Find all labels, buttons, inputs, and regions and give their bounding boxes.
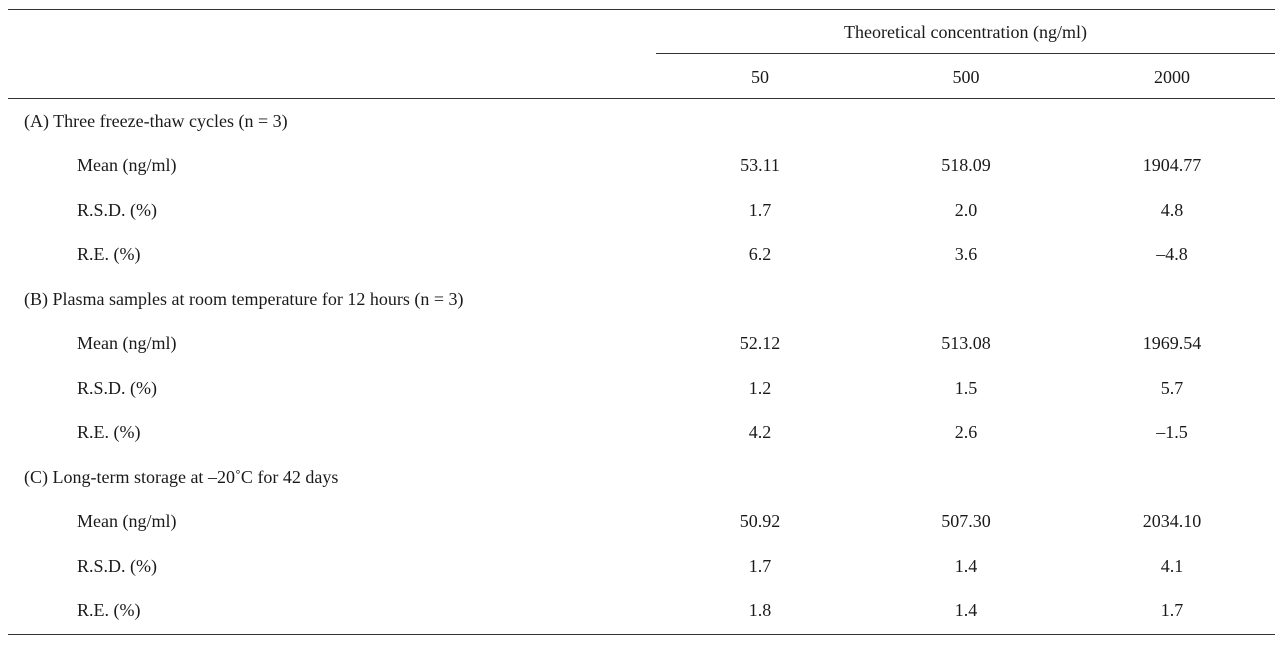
section-label-b: (B) Plasma samples at room temperature f… bbox=[24, 289, 464, 309]
table-cell: 2.6 bbox=[954, 422, 978, 442]
row-label: R.S.D. (%) bbox=[77, 378, 157, 398]
column-header-500: 500 bbox=[952, 67, 980, 87]
table-bottom-rule bbox=[8, 634, 1275, 635]
table-cell: 1969.54 bbox=[1142, 333, 1202, 353]
header-bottom-rule bbox=[8, 98, 1275, 99]
row-label: Mean (ng/ml) bbox=[77, 333, 177, 353]
section-label-a: (A) Three freeze-thaw cycles (n = 3) bbox=[24, 111, 288, 131]
column-header-50: 50 bbox=[751, 67, 769, 87]
table-cell: 2.0 bbox=[954, 200, 978, 220]
table-cell: 6.2 bbox=[748, 244, 772, 264]
column-header-2000: 2000 bbox=[1154, 67, 1190, 87]
row-label: R.E. (%) bbox=[77, 244, 141, 264]
span-header: Theoretical concentration (ng/ml) bbox=[844, 22, 1087, 42]
table-cell: 3.6 bbox=[954, 244, 978, 264]
row-label: R.S.D. (%) bbox=[77, 200, 157, 220]
span-header-rule bbox=[656, 53, 1275, 54]
table-cell: 5.7 bbox=[1160, 378, 1184, 398]
stability-table: Theoretical concentration (ng/ml) 50 500… bbox=[8, 9, 1275, 635]
row-label: R.E. (%) bbox=[77, 600, 141, 620]
row-label: R.S.D. (%) bbox=[77, 556, 157, 576]
table-cell: 2034.10 bbox=[1142, 511, 1202, 531]
table-cell: 1.4 bbox=[954, 600, 978, 620]
table-cell: 1.7 bbox=[748, 200, 772, 220]
table-cell: 1.7 bbox=[748, 556, 772, 576]
table-cell: –1.5 bbox=[1156, 422, 1188, 442]
table-cell: 1.8 bbox=[748, 600, 772, 620]
table-cell: 1904.77 bbox=[1142, 155, 1202, 175]
table-cell: 52.12 bbox=[739, 333, 781, 353]
table-cell: 53.11 bbox=[740, 155, 780, 175]
table-cell: 507.30 bbox=[941, 511, 991, 531]
row-label: Mean (ng/ml) bbox=[77, 155, 177, 175]
table-top-rule bbox=[8, 9, 1275, 10]
table-cell: 4.1 bbox=[1160, 556, 1184, 576]
table-cell: –4.8 bbox=[1156, 244, 1188, 264]
table-cell: 1.7 bbox=[1160, 600, 1184, 620]
table-cell: 1.4 bbox=[954, 556, 978, 576]
section-label-c: (C) Long-term storage at –20˚C for 42 da… bbox=[24, 467, 339, 487]
table-cell: 518.09 bbox=[941, 155, 991, 175]
table-cell: 513.08 bbox=[941, 333, 991, 353]
table-cell: 50.92 bbox=[739, 511, 781, 531]
table-cell: 1.5 bbox=[954, 378, 978, 398]
table-cell: 4.8 bbox=[1160, 200, 1184, 220]
table-cell: 1.2 bbox=[748, 378, 772, 398]
row-label: R.E. (%) bbox=[77, 422, 141, 442]
row-label: Mean (ng/ml) bbox=[77, 511, 177, 531]
table-cell: 4.2 bbox=[748, 422, 772, 442]
